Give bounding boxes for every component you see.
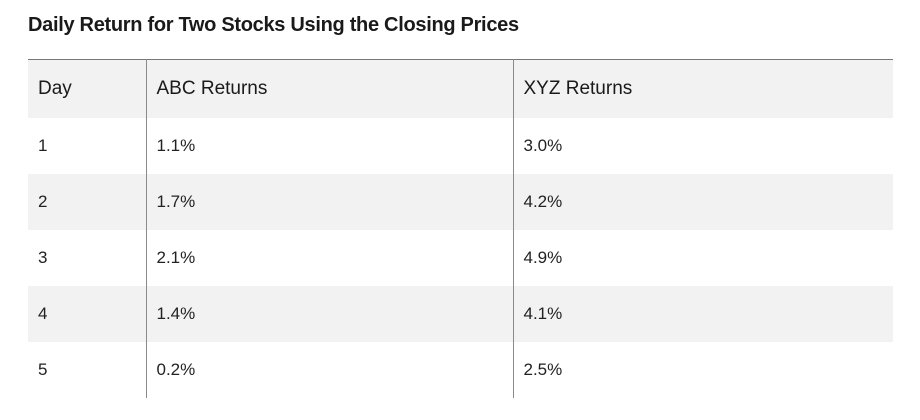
table-row: 4 1.4% 4.1% bbox=[28, 286, 893, 342]
column-header-abc-returns: ABC Returns bbox=[145, 59, 513, 118]
cell-day: 1 bbox=[38, 136, 48, 155]
table-caption: Daily Return for Two Stocks Using the Cl… bbox=[28, 14, 519, 36]
column-header-xyz-returns: XYZ Returns bbox=[512, 59, 893, 118]
table-row: 1 1.1% 3.0% bbox=[28, 118, 893, 174]
cell-day: 5 bbox=[38, 360, 48, 379]
cell-day: 2 bbox=[28, 174, 146, 230]
cell-day: 3 bbox=[38, 248, 48, 267]
header-row: Day ABC Returns XYZ Returns bbox=[28, 59, 893, 118]
cell-xyz-return: 4.2% bbox=[512, 174, 893, 230]
cell-xyz-return: 2.5% bbox=[512, 342, 893, 398]
cell-xyz-return: 3.0% bbox=[512, 118, 893, 174]
table-row: 5 0.2% 2.5% bbox=[28, 342, 893, 398]
returns-table: Day ABC Returns XYZ Returns 1 1.1% 3.0% … bbox=[28, 59, 893, 398]
column-header-day: Day bbox=[28, 59, 146, 118]
table-row: 3 2.1% 4.9% bbox=[28, 230, 893, 286]
cell-day: 4 bbox=[28, 286, 146, 342]
cell-abc-return: 1.1% bbox=[145, 118, 513, 174]
table-row: 2 1.7% 4.2% bbox=[28, 174, 893, 230]
cell-abc-return: 1.7% bbox=[145, 174, 513, 230]
cell-abc-return: 2.1% bbox=[145, 230, 513, 286]
cell-abc-return: 1.4% bbox=[145, 286, 513, 342]
cell-xyz-return: 4.9% bbox=[512, 230, 893, 286]
cell-xyz-return: 4.1% bbox=[512, 286, 893, 342]
cell-abc-return: 0.2% bbox=[145, 342, 513, 398]
